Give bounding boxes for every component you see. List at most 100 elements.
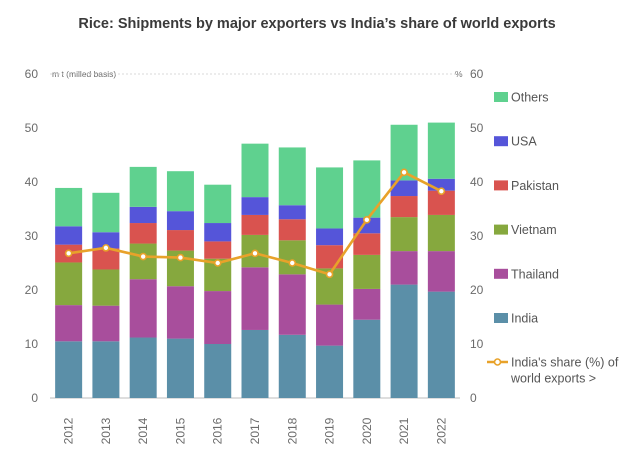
bar-segment-thailand: [278, 274, 306, 335]
bar-stack-group: [55, 122, 455, 398]
bar-segment-thailand: [204, 291, 232, 344]
bar-segment-india: [427, 291, 455, 398]
left-y-axis: 0 10 20 30 40 50 60: [25, 67, 39, 405]
y-tick-label: 30: [25, 229, 39, 243]
x-tick-label: 2012: [62, 417, 76, 444]
bar-segment-thailand: [427, 251, 455, 292]
bar-segment-thailand: [166, 286, 194, 339]
bar-segment-others: [129, 166, 157, 207]
legend-line-marker: [493, 358, 502, 366]
bar-segment-usa: [204, 223, 232, 242]
legend-swatch-vietnam: [494, 224, 508, 235]
india-share-point: [251, 249, 259, 258]
bar-segment-usa: [92, 232, 120, 249]
x-tick-label: 2016: [211, 417, 225, 444]
bar-segment-thailand: [390, 251, 418, 285]
bar-segment-others: [55, 187, 83, 227]
bar-segment-thailand: [241, 267, 269, 330]
india-share-point: [363, 216, 371, 224]
legend-swatch-pakistan: [494, 180, 508, 191]
legend-label-pakistan: Pakistan: [511, 179, 559, 193]
bar-segment-pakistan: [278, 219, 306, 241]
legend-label-vietnam: Vietnam: [511, 223, 557, 237]
bar-segment-india: [316, 345, 344, 398]
y-tick-label: 40: [25, 175, 39, 189]
legend-swatch-usa: [494, 136, 508, 147]
bar-segment-vietnam: [427, 214, 455, 252]
bar-segment-vietnam: [55, 262, 83, 306]
y-tick-label: 60: [25, 67, 39, 81]
x-tick-label: 2021: [397, 417, 411, 444]
bar-segment-others: [92, 192, 120, 233]
bar-segment-usa: [241, 197, 269, 215]
y2-tick-label: 30: [470, 229, 484, 243]
x-tick-label: 2019: [323, 417, 337, 444]
legend-label-india: India: [511, 312, 538, 326]
bar-segment-vietnam: [92, 269, 120, 306]
bar-segment-usa: [278, 205, 306, 220]
legend-label-usa: USA: [511, 135, 537, 149]
bar-segment-usa: [316, 228, 344, 246]
bar-segment-pakistan: [316, 245, 344, 269]
bar-segment-pakistan: [390, 196, 418, 218]
bar-segment-pakistan: [353, 233, 381, 255]
x-tick-label: 2013: [99, 417, 113, 444]
y2-tick-label: 20: [470, 283, 484, 297]
bar-segment-thailand: [92, 305, 120, 342]
bar-segment-india: [166, 338, 194, 398]
bar-segment-pakistan: [166, 230, 194, 251]
bar-segment-india: [55, 341, 83, 398]
bar-segment-others: [241, 143, 269, 198]
india-share-point: [102, 244, 110, 252]
india-share-point: [213, 259, 222, 267]
bar-segment-vietnam: [278, 240, 306, 275]
bar-segment-pakistan: [204, 241, 232, 259]
y-tick-label: 20: [25, 283, 39, 297]
legend-label-india-share: India's share (%) of: [511, 356, 619, 370]
x-tick-label: 2015: [173, 417, 187, 444]
legend-label-india-share: world exports >: [510, 372, 596, 386]
bar-segment-others: [166, 171, 194, 212]
y-tick-label: 50: [25, 121, 39, 135]
bar-segment-thailand: [353, 288, 381, 320]
bar-segment-others: [278, 147, 306, 206]
india-share-point: [64, 249, 73, 258]
bar-segment-usa: [55, 226, 83, 245]
bar-segment-others: [204, 184, 232, 224]
x-tick-label: 2022: [434, 417, 448, 444]
bar-segment-india: [241, 329, 269, 398]
x-tick-label: 2014: [136, 417, 150, 444]
y2-tick-label: 10: [470, 337, 484, 351]
x-tick-label: 2018: [285, 417, 299, 444]
india-share-point: [437, 187, 446, 195]
bar-segment-india: [278, 334, 306, 398]
bar-segment-pakistan: [92, 248, 120, 270]
y2-tick-label: 60: [470, 67, 484, 81]
india-share-point: [400, 168, 408, 177]
bar-segment-vietnam: [390, 217, 418, 252]
legend-swatch-thailand: [494, 268, 508, 279]
chart-title: Rice: Shipments by major exporters vs In…: [78, 16, 555, 32]
bar-segment-india: [204, 344, 232, 398]
bar-segment-thailand: [316, 304, 344, 346]
y2-tick-label: 50: [470, 121, 484, 135]
bar-segment-usa: [166, 211, 194, 231]
bar-segment-india: [129, 337, 157, 398]
right-y-axis: 0 10 20 30 40 50 60: [470, 67, 484, 405]
bar-segment-others: [427, 122, 455, 179]
india-share-point: [325, 270, 334, 279]
bar-segment-usa: [129, 206, 157, 224]
bar-segment-usa: [390, 180, 418, 197]
y2-tick-label: 0: [470, 391, 477, 405]
legend-swatch-others: [494, 92, 508, 102]
bar-segment-india: [390, 284, 418, 398]
bar-segment-india: [92, 341, 120, 398]
y-tick-label: 10: [25, 337, 39, 351]
bar-segment-india: [353, 319, 381, 398]
bar-segment-others: [316, 167, 344, 229]
bar-segment-pakistan: [129, 223, 157, 244]
legend: Others USA Pakistan Vietnam Thailand India Ind…: [487, 91, 619, 386]
bar-segment-vietnam: [129, 243, 157, 280]
india-share-line-layer: [64, 168, 446, 279]
